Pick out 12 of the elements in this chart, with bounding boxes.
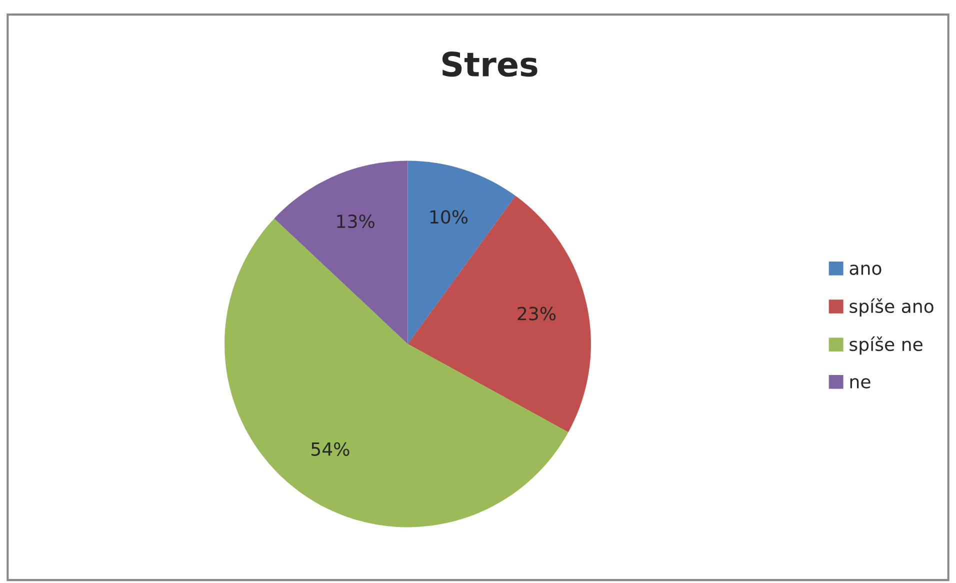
data-label: 23% xyxy=(518,306,556,320)
data-label: 13% xyxy=(337,214,374,228)
pie-slice xyxy=(408,160,516,344)
chart-title: Stres xyxy=(442,52,538,77)
pie-slice xyxy=(274,160,408,344)
data-label: 10% xyxy=(430,210,468,224)
legend-label: ano xyxy=(850,264,882,275)
legend-label: spíše ne xyxy=(850,336,922,355)
legend-label: spíše ano xyxy=(850,298,934,317)
data-label: 54% xyxy=(312,442,350,456)
pie-slice xyxy=(408,196,591,432)
legend-label: ne xyxy=(850,378,870,388)
